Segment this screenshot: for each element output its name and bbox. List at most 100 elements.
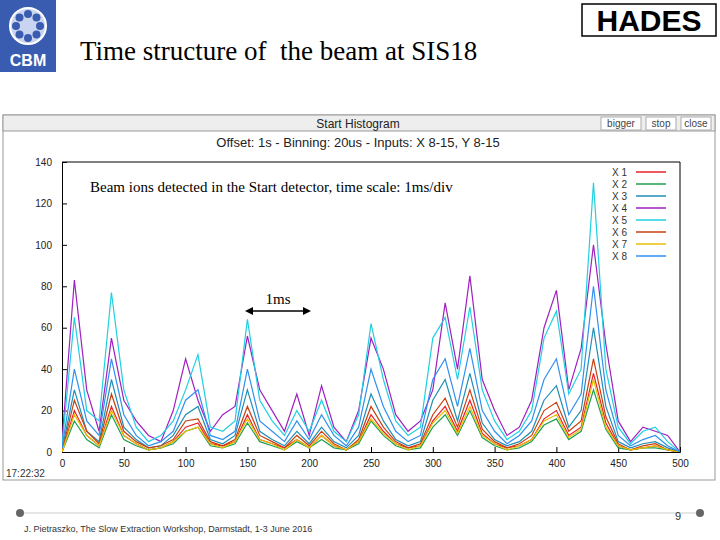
x-tick: 100 — [178, 447, 195, 469]
plot-marks — [62, 183, 680, 452]
cbm-logo-dot — [24, 10, 32, 18]
slide-title: Time structure of the beam at SIS18 — [80, 36, 477, 66]
cbm-logo-dot — [16, 14, 24, 22]
series-line — [62, 390, 680, 452]
window-button[interactable] — [601, 117, 641, 130]
series-line — [62, 328, 680, 452]
cbm-logo-dot — [24, 34, 32, 42]
x-tick: 250 — [363, 447, 380, 469]
x-axis: 0 50 100 150 200 250 300 350 400 450 500 — [60, 447, 690, 469]
y-tick-mark — [62, 286, 67, 287]
legend-swatch — [636, 231, 666, 233]
cbm-logo-dot — [16, 30, 24, 38]
y-tick: 60 — [41, 322, 67, 333]
x-tick-mark — [247, 447, 248, 452]
y-tick: 140 — [35, 157, 67, 168]
legend-label: X 2 — [612, 179, 627, 190]
x-tick-label: 500 — [672, 458, 689, 469]
x-tick-label: 150 — [240, 458, 257, 469]
x-tick-mark — [680, 447, 681, 452]
x-tick-mark — [556, 447, 557, 452]
x-tick-label: 0 — [60, 458, 66, 469]
legend-label: X 5 — [612, 215, 627, 226]
x-tick-label: 400 — [549, 458, 566, 469]
window-button-label[interactable]: close — [684, 118, 708, 129]
y-tick: 100 — [35, 240, 67, 251]
legend-swatch — [636, 183, 666, 185]
legend-label: X 6 — [612, 227, 627, 238]
series-line — [62, 373, 680, 452]
footer-dot — [16, 509, 24, 517]
legend-label: X 3 — [612, 191, 627, 202]
legend-swatch — [636, 255, 666, 257]
chart-subtitle: Offset: 1s - Binning: 20us - Inputs: X 8… — [216, 135, 499, 150]
legend-label: X 7 — [612, 239, 627, 250]
x-tick-label: 100 — [178, 458, 195, 469]
page-number: 9 — [675, 510, 681, 522]
y-tick-label: 100 — [35, 240, 52, 251]
x-tick: 300 — [425, 447, 442, 469]
x-tick-mark — [186, 447, 187, 452]
legend-swatch — [636, 171, 666, 173]
scale-arrow-head — [303, 307, 311, 315]
y-axis: 020406080100120140 — [35, 157, 67, 458]
annotation: 1ms — [265, 291, 290, 307]
legend-swatch — [636, 243, 666, 245]
cbm-logo-dot — [32, 30, 40, 38]
y-tick-label: 60 — [41, 322, 53, 333]
cbm-logo-text: CBM — [10, 52, 46, 69]
series-line — [62, 359, 680, 452]
y-tick-label: 20 — [41, 405, 53, 416]
footer: J. Pietraszko, The Slow Extraction Works… — [24, 524, 312, 534]
y-tick-mark — [62, 245, 67, 246]
cbm-logo: CBM — [0, 0, 56, 72]
y-tick-label: 40 — [41, 364, 53, 375]
x-tick: 400 — [549, 447, 566, 469]
window-button[interactable] — [681, 117, 711, 130]
timestamp: 17:22:32 — [6, 468, 45, 479]
legend-swatch — [636, 207, 666, 209]
y-tick: 120 — [35, 198, 67, 209]
x-tick-mark — [495, 447, 496, 452]
scale-arrow — [245, 307, 311, 315]
slide: CBM HADES Time structure of the beam at SI… — [0, 0, 720, 540]
y-tick: 80 — [41, 281, 67, 292]
x-tick-label: 50 — [119, 458, 131, 469]
scale-arrow-head — [245, 307, 253, 315]
x-tick-mark — [371, 447, 372, 452]
y-tick-label: 140 — [35, 157, 52, 168]
y-tick-mark — [62, 452, 67, 453]
y-tick-mark — [62, 328, 67, 329]
legend-swatch — [636, 219, 666, 221]
x-tick: 350 — [487, 447, 504, 469]
x-tick-mark — [433, 447, 434, 452]
x-tick-label: 350 — [487, 458, 504, 469]
cbm-logo-dot — [32, 14, 40, 22]
window-button[interactable] — [646, 117, 676, 130]
annotation: Beam ions detected in the Start detector… — [90, 179, 453, 195]
legend: X 1X 2X 3X 4X 5X 6X 7X 8 — [612, 167, 666, 262]
chart-title: Start Histogram — [316, 117, 399, 131]
plot-frame — [62, 162, 680, 163]
y-tick-mark — [62, 369, 67, 370]
x-tick-mark — [124, 447, 125, 452]
y-tick: 20 — [41, 405, 67, 416]
legend-label: X 4 — [612, 203, 627, 214]
window-button-label[interactable]: bigger — [607, 118, 635, 129]
x-tick: 150 — [240, 447, 257, 469]
plot-frame — [680, 162, 681, 452]
series-line — [62, 380, 680, 453]
legend-swatch — [636, 195, 666, 197]
x-tick: 450 — [610, 447, 627, 469]
chart-header — [3, 115, 715, 131]
cbm-logo-dot — [36, 22, 44, 30]
x-tick: 50 — [119, 447, 131, 469]
hades-logo-text: HADES — [596, 4, 701, 37]
x-tick-label: 200 — [301, 458, 318, 469]
series-line — [62, 183, 680, 452]
y-tick: 40 — [41, 364, 67, 375]
chart-panel — [3, 115, 715, 480]
x-axis-line — [63, 447, 681, 453]
window-button-label[interactable]: stop — [652, 118, 671, 129]
series-line — [62, 286, 680, 452]
